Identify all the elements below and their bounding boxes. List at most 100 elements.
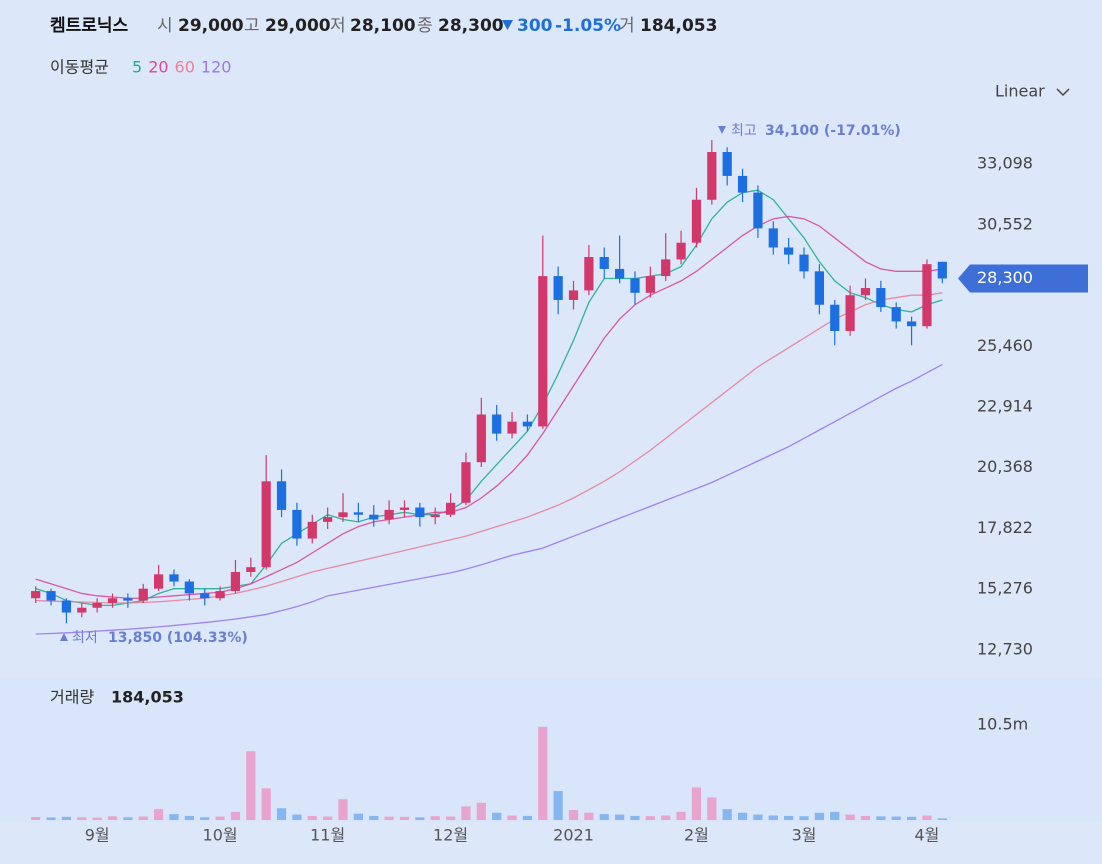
candle-body (430, 514, 440, 518)
open-value: 29,000 (178, 16, 244, 36)
candle-body (691, 199, 702, 243)
low-value: 28,100 (350, 16, 416, 36)
volume-bar (860, 815, 871, 820)
volume-bar (61, 816, 72, 820)
x-tick-label: 10월 (203, 826, 238, 845)
volume-title-value: 184,053 (111, 688, 184, 707)
volume-bar (538, 726, 548, 820)
candle-body (753, 192, 763, 229)
volume-bar (845, 814, 855, 820)
y-tick-label: 22,914 (977, 397, 1033, 416)
scale-text[interactable]: Linear (995, 82, 1045, 101)
last-price-label: 28,300 (977, 268, 1033, 287)
candle-body (538, 276, 548, 427)
candle-body (353, 512, 363, 515)
stock-name: 켐트로닉스 (50, 16, 129, 36)
last-price-box (958, 264, 1088, 293)
volume-bar (676, 811, 686, 820)
volume-bar (568, 810, 579, 820)
scale-button[interactable]: Linear (995, 82, 1070, 101)
volume-bar (492, 812, 502, 820)
volume-bar (599, 814, 609, 820)
candle-body (599, 257, 609, 269)
volume-bar (922, 815, 932, 820)
close-value: 28,300 (438, 16, 504, 36)
chevron[interactable] (1056, 88, 1070, 97)
candle-body (230, 571, 241, 592)
x-tick-label: 2월 (684, 826, 709, 845)
volume-tick-label: 10.5m (977, 714, 1028, 733)
candle-body (184, 581, 194, 594)
volume-bar (445, 816, 456, 820)
ma-line (35, 292, 943, 604)
volume-bar (31, 817, 41, 820)
volume-bar (937, 818, 947, 820)
high-marker (718, 126, 726, 134)
volume-bar (138, 816, 148, 820)
candle-body (476, 414, 486, 463)
high-annotation-label: 최고 (731, 123, 757, 139)
low-marker (60, 633, 68, 641)
volume-bar (184, 815, 194, 820)
candle-body (661, 259, 671, 277)
candle-body (584, 257, 594, 291)
volume-title: 거래량 (50, 688, 94, 707)
x-tick-label: 11월 (310, 826, 345, 845)
volume-bar (169, 814, 179, 820)
volume-bar (906, 816, 917, 820)
volume-bar (430, 816, 440, 820)
y-tick-label: 17,822 (977, 518, 1033, 537)
close-label: 종 (417, 16, 433, 36)
volume-bar (230, 811, 241, 820)
candle-body (784, 247, 794, 255)
ma-line (35, 363, 943, 635)
candle-body (522, 421, 533, 427)
volume-bar (338, 799, 348, 820)
volume-bar (276, 808, 287, 820)
legend-entry: 20 (148, 58, 168, 77)
volume-bar (876, 816, 886, 820)
y-tick-label: 33,098 (977, 154, 1033, 173)
candle-body (876, 288, 886, 308)
volume-bar (246, 751, 256, 820)
candle-body (154, 574, 164, 589)
volume-bar (415, 817, 425, 820)
volume-bar (507, 815, 517, 820)
change-value: 300 (517, 16, 553, 36)
volume-bar (737, 812, 748, 820)
candle-body (768, 228, 778, 248)
volume-label: 거 (619, 16, 635, 36)
volume-bar (661, 815, 671, 820)
high-label: 고 (244, 16, 260, 36)
ma-title: 이동평균 (50, 58, 109, 77)
volume-bar (615, 814, 625, 820)
candle-body (61, 600, 72, 613)
volume-bar (707, 797, 717, 820)
volume-pane (0, 678, 1102, 822)
candle-body (507, 421, 517, 434)
candle-body (138, 588, 148, 601)
candle-body (415, 507, 425, 518)
candle-body (123, 598, 133, 601)
candle-body (630, 278, 640, 293)
volume-bar (46, 817, 56, 820)
candle-body (77, 607, 87, 613)
candle-body (937, 261, 947, 279)
candle-body (215, 591, 225, 599)
y-tick-label: 20,368 (977, 457, 1033, 476)
volume-bar (753, 814, 763, 820)
high-value: 29,000 (265, 16, 331, 36)
volume-bar (630, 815, 640, 820)
candle-body (676, 242, 686, 260)
volume-bar (799, 816, 809, 820)
volume-value: 184,053 (640, 16, 717, 36)
change-pct: -1.05% (555, 16, 621, 36)
x-tick-label: 9월 (85, 826, 110, 845)
candle-body (860, 288, 871, 296)
volume-bar (553, 791, 563, 820)
volume-bar (261, 788, 271, 820)
volume-bar (522, 815, 533, 820)
volume-bar (584, 812, 594, 820)
volume-bar (107, 816, 118, 820)
candle-body (399, 507, 410, 510)
